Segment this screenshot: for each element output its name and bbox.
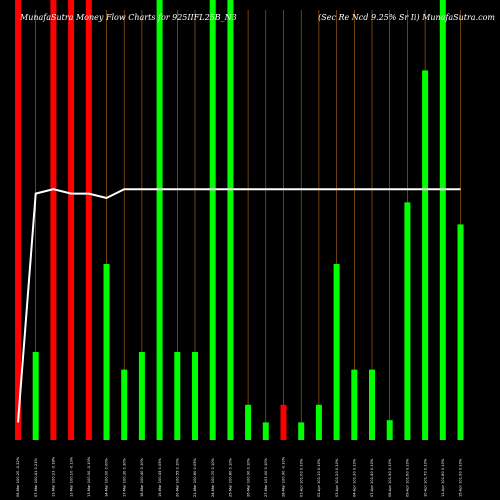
x-tick-label: 07-Apr 101.40 0.10% <box>370 458 374 497</box>
x-tick-label: 11-Apr 101.80 0.10% <box>441 458 445 497</box>
x-tick-label: 24-Mar 100.70 0.10% <box>211 457 215 497</box>
x-tick-label: 14-Mar 100.00 0.00% <box>105 457 109 497</box>
bar <box>457 224 464 440</box>
bar <box>50 0 57 440</box>
bar <box>174 352 181 440</box>
bar <box>32 352 39 440</box>
x-tick-label: 03-Apr 101.20 0.10% <box>335 458 339 497</box>
x-tick-label: 20-Mar 100.55 0.10% <box>176 457 180 497</box>
x-tick-label: 10-Apr 101.70 0.10% <box>423 458 427 497</box>
x-tick-label: 12-Mar 100.10 -0.13% <box>69 456 73 497</box>
bar <box>103 264 110 440</box>
x-tick-label: 06-Mar 100.20 -0.22% <box>16 456 20 497</box>
x-tick-label: 19-Mar 100.45 0.05% <box>158 457 162 497</box>
x-tick-labels: 06-Mar 100.20 -0.22% 07-Mar 100.41 0.21% 1… <box>16 456 463 497</box>
bar <box>351 369 358 440</box>
money-flow-line <box>17 188 461 423</box>
x-tick-label: 01-Apr 101.00 0.10% <box>299 458 303 497</box>
chart-title-left: MunafaSutra Money Flow Charts for 925IIF… <box>19 13 237 22</box>
bar <box>333 264 340 440</box>
bars <box>15 0 464 441</box>
bar <box>369 369 375 440</box>
bar <box>209 0 216 440</box>
x-tick-label: 13-Mar 100.00 -0.10% <box>87 456 91 497</box>
bar <box>386 420 393 440</box>
bar <box>227 0 234 440</box>
bar <box>192 352 198 440</box>
bar <box>245 404 252 440</box>
x-tick-label: 07-Mar 100.41 0.21% <box>34 457 38 497</box>
bar <box>15 0 21 440</box>
x-tick-label: 18-Mar 100.40 0.10% <box>140 457 144 497</box>
bar <box>439 0 446 440</box>
x-tick-label: 17-Mar 100.30 0.30% <box>122 457 126 497</box>
bar <box>298 422 305 440</box>
bar <box>156 0 163 440</box>
x-tick-label: 25-Mar 100.80 0.10% <box>229 457 233 497</box>
x-tick-label: 28-Mar 100.90 -0.10% <box>282 456 286 497</box>
x-tick-label: 26-Mar 100.90 0.10% <box>246 457 250 497</box>
bar <box>404 202 411 440</box>
x-tick-label: 11-Mar 100.23 -0.18% <box>52 456 56 497</box>
x-tick-label: 04-Apr 101.30 0.10% <box>353 458 357 497</box>
x-tick-label: 15-Apr 101.90 0.10% <box>459 458 463 497</box>
x-tick-label: 21-Mar 100.60 0.05% <box>193 457 197 497</box>
x-tick-label: 02-Apr 101.10 0.10% <box>317 458 321 497</box>
bar <box>422 70 429 441</box>
bar <box>280 404 287 440</box>
bar <box>262 422 269 440</box>
bar <box>315 404 322 440</box>
chart-title-right: (Sec Re Ncd 9.25% Sr Ii) MunafaSutra.com <box>318 13 495 22</box>
bar <box>121 369 128 440</box>
x-tick-label: 27-Mar 101.00 0.10% <box>264 457 268 497</box>
x-tick-label: 09-Apr 101.60 0.10% <box>406 458 410 497</box>
bar <box>138 352 145 440</box>
x-tick-label: 08-Apr 101.50 0.10% <box>388 458 392 497</box>
bar <box>85 0 92 440</box>
bar <box>68 0 75 440</box>
